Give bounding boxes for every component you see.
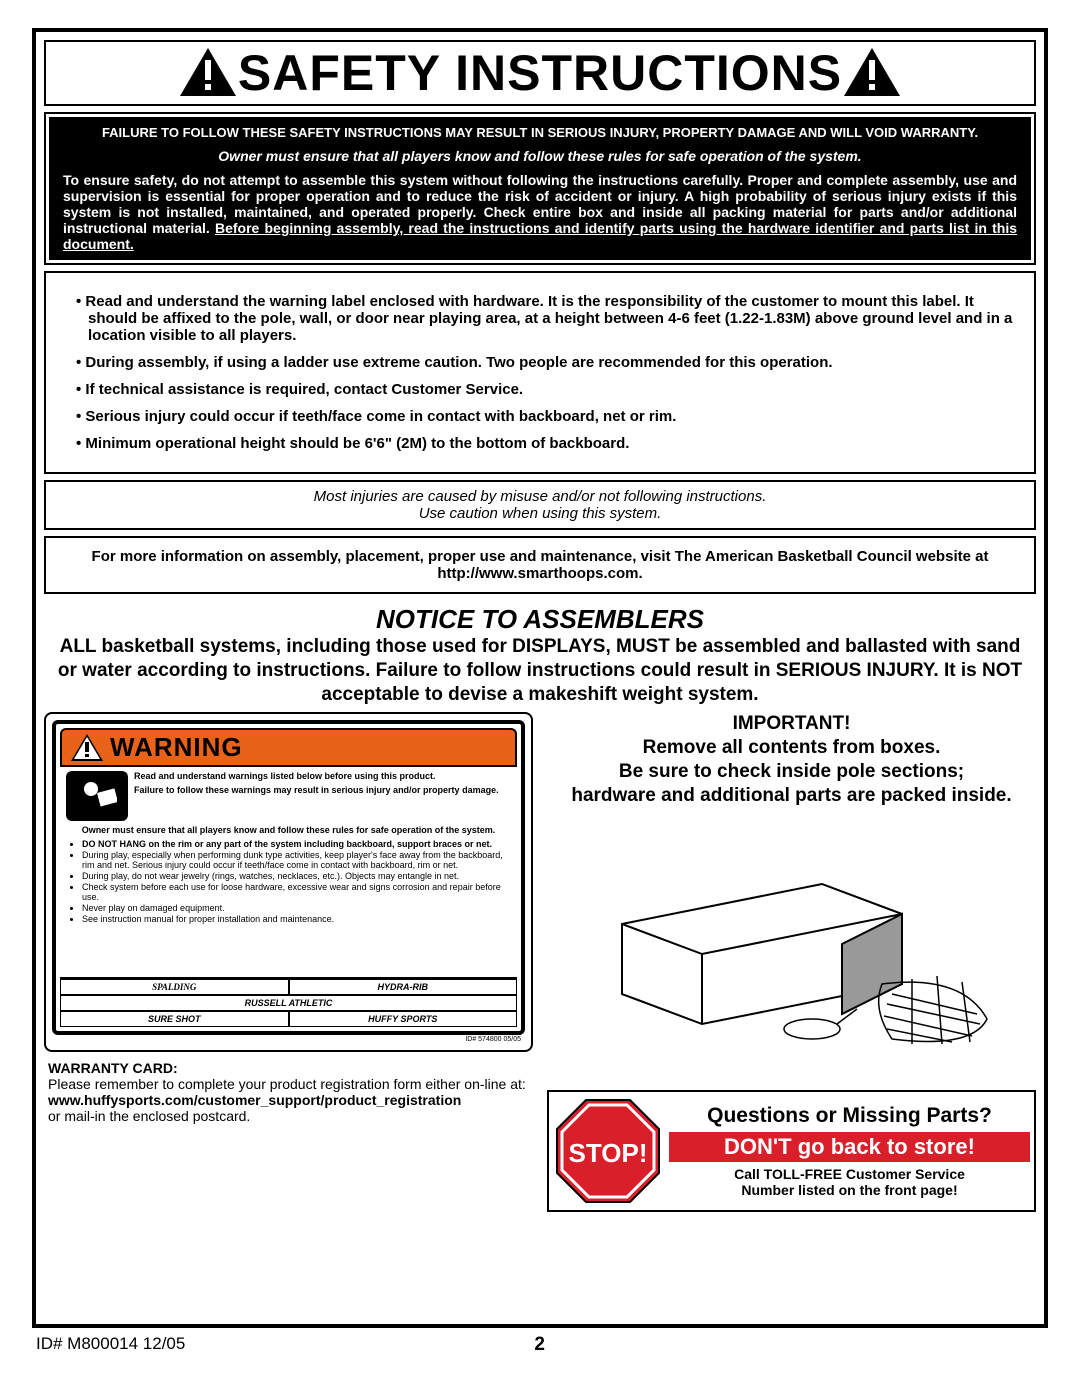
black-panel: FAILURE TO FOLLOW THESE SAFETY INSTRUCTI… [44,112,1036,265]
left-column: WARNING Read and understand warnings lis… [44,712,533,1212]
warning-body: Read and understand warnings listed belo… [60,767,517,977]
wlabel-item: DO NOT HANG on the rim or any part of th… [82,839,511,849]
warranty-line: or mail-in the enclosed postcard. [48,1108,250,1124]
misuse-line: Use caution when using this system. [52,505,1028,522]
warranty-line: Please remember to complete your product… [48,1076,526,1092]
misuse-line: Most injuries are caused by misuse and/o… [52,488,1028,505]
outer-frame: SAFETY INSTRUCTIONS FAILURE TO FOLLOW TH… [32,28,1048,1328]
brand-logo: SURE SHOT [60,1011,289,1027]
wlabel-read: Read and understand warnings listed belo… [134,771,499,781]
page: SAFETY INSTRUCTIONS FAILURE TO FOLLOW TH… [0,0,1080,1397]
important-block: IMPORTANT! Remove all contents from boxe… [547,712,1036,807]
bullet-item: • If technical assistance is required, c… [64,381,1016,398]
header-box: SAFETY INSTRUCTIONS [44,40,1036,106]
wlabel-fail: Failure to follow these warnings may res… [134,785,499,795]
wlabel-item: Never play on damaged equipment. [82,903,511,913]
warning-triangle-icon [70,733,104,763]
warranty-block: WARRANTY CARD: Please remember to comple… [44,1060,533,1124]
warning-word: WARNING [110,732,243,763]
wlabel-item: During play, especially when performing … [82,850,511,870]
warranty-url: www.huffysports.com/customer_support/pro… [48,1092,461,1108]
right-column: IMPORTANT! Remove all contents from boxe… [547,712,1036,1212]
header-title: SAFETY INSTRUCTIONS [238,44,842,102]
brand-logo: HYDRA-RIB [289,979,518,995]
moreinfo-box: For more information on assembly, placem… [44,536,1036,594]
bullet-item: • Minimum operational height should be 6… [64,435,1016,452]
warning-label: WARNING Read and understand warnings lis… [44,712,533,1052]
footer: ID# M800014 12/05 2 [32,1328,1048,1356]
wlabel-owner: Owner must ensure that all players know … [66,825,511,835]
brand-logo: SPALDING [60,979,289,995]
wlabel-id: ID# 574800 05/05 [52,1035,525,1044]
warning-triangle-icon [842,46,902,100]
brand-logo: RUSSELL ATHLETIC [60,995,517,1011]
call-line: Call TOLL-FREE Customer Service [669,1166,1030,1182]
box-illustration [547,807,1036,1090]
important-line: Remove all contents from boxes. [547,736,1036,760]
bullet-item: • Read and understand the warning label … [64,293,1016,344]
failure-caption: FAILURE TO FOLLOW THESE SAFETY INSTRUCTI… [63,125,1017,140]
owner-italic: Owner must ensure that all players know … [63,148,1017,164]
warranty-title: WARRANTY CARD: [48,1060,178,1076]
wlabel-item: During play, do not wear jewelry (rings,… [82,871,511,881]
dont-go-back: DON'T go back to store! [669,1132,1030,1162]
brands-grid: SPALDING HYDRA-RIB RUSSELL ATHLETIC SURE… [60,977,517,1027]
stop-box: STOP! Questions or Missing Parts? DON'T … [547,1090,1036,1212]
misuse-box: Most injuries are caused by misuse and/o… [44,480,1036,530]
wlabel-item: Check system before each use for loose h… [82,882,511,902]
important-line: Be sure to check inside pole sections; [547,760,1036,784]
safety-body: To ensure safety, do not attempt to asse… [63,172,1017,252]
call-line: Number listed on the front page! [669,1182,1030,1198]
important-line: hardware and additional parts are packed… [547,784,1036,808]
bullet-box: • Read and understand the warning label … [44,271,1036,474]
page-number: 2 [534,1334,545,1356]
svg-text:STOP!: STOP! [569,1138,648,1168]
important-title: IMPORTANT! [547,712,1036,736]
brand-logo: HUFFY SPORTS [289,1011,518,1027]
warning-banner: WARNING [60,728,517,767]
columns: WARNING Read and understand warnings lis… [44,712,1036,1212]
warning-triangle-icon [178,46,238,100]
notice-body: ALL basketball systems, including those … [44,635,1036,706]
bullet-item: • Serious injury could occur if teeth/fa… [64,408,1016,425]
wlabel-item: See instruction manual for proper instal… [82,914,511,924]
stop-sign-icon: STOP! [553,1096,663,1206]
questions-text: Questions or Missing Parts? [669,1104,1030,1128]
bullet-item: • During assembly, if using a ladder use… [64,354,1016,371]
notice-title: NOTICE TO ASSEMBLERS [44,604,1036,635]
read-manual-icon [66,771,128,821]
footer-id: ID# M800014 12/05 [36,1334,185,1356]
